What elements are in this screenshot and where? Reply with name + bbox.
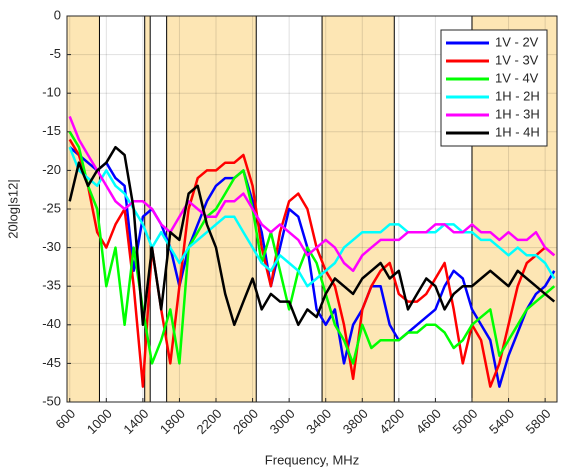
x-tick-label: 3000 xyxy=(267,406,298,437)
series-line xyxy=(68,131,556,365)
y-tick-label: -5 xyxy=(49,46,61,61)
x-tick-label: 2600 xyxy=(230,406,261,437)
y-tick-label: -30 xyxy=(42,239,61,254)
x-tick-label: 3800 xyxy=(340,406,371,437)
y-tick-label: -40 xyxy=(42,316,61,331)
series-line xyxy=(68,146,556,288)
x-tick-label: 4600 xyxy=(413,406,444,437)
series-line xyxy=(68,115,556,273)
legend-label: 1V - 3V xyxy=(495,52,539,67)
y-tick-label: -25 xyxy=(42,200,61,215)
x-tick-label: 5400 xyxy=(486,406,517,437)
legend-label: 1H - 2H xyxy=(495,88,540,103)
y-tick-label: 0 xyxy=(54,7,61,22)
series-line xyxy=(68,145,556,327)
y-tick-label: -20 xyxy=(42,162,61,177)
series-line xyxy=(68,146,556,388)
legend-label: 1H - 3H xyxy=(495,106,540,121)
x-axis-label: Frequency, MHz xyxy=(265,452,359,467)
x-tick-label: 1400 xyxy=(120,406,151,437)
shaded-band xyxy=(66,15,100,403)
y-tick-label: -15 xyxy=(42,123,61,138)
x-tick-label: 5000 xyxy=(449,406,480,437)
legend-label: 1V - 4V xyxy=(495,70,539,85)
y-tick-label: -45 xyxy=(42,355,61,370)
x-tick-label: 3400 xyxy=(303,406,334,437)
x-tick-label: 1000 xyxy=(84,406,115,437)
x-tick-label: 4200 xyxy=(376,406,407,437)
y-tick-label: -10 xyxy=(42,85,61,100)
x-tick-label: 1800 xyxy=(157,406,188,437)
x-tick-label: 600 xyxy=(52,406,78,432)
plot-frame xyxy=(66,15,558,403)
y-axis-label: 20log|s12| xyxy=(5,179,20,239)
x-tick-label: 2200 xyxy=(194,406,225,437)
legend-box xyxy=(440,29,548,147)
legend-label: 1H - 4H xyxy=(495,124,540,139)
legend-label: 1V - 2V xyxy=(495,34,539,49)
x-tick-label: 5800 xyxy=(523,406,554,437)
y-tick-label: -35 xyxy=(42,278,61,293)
y-tick-label: -50 xyxy=(42,393,61,408)
